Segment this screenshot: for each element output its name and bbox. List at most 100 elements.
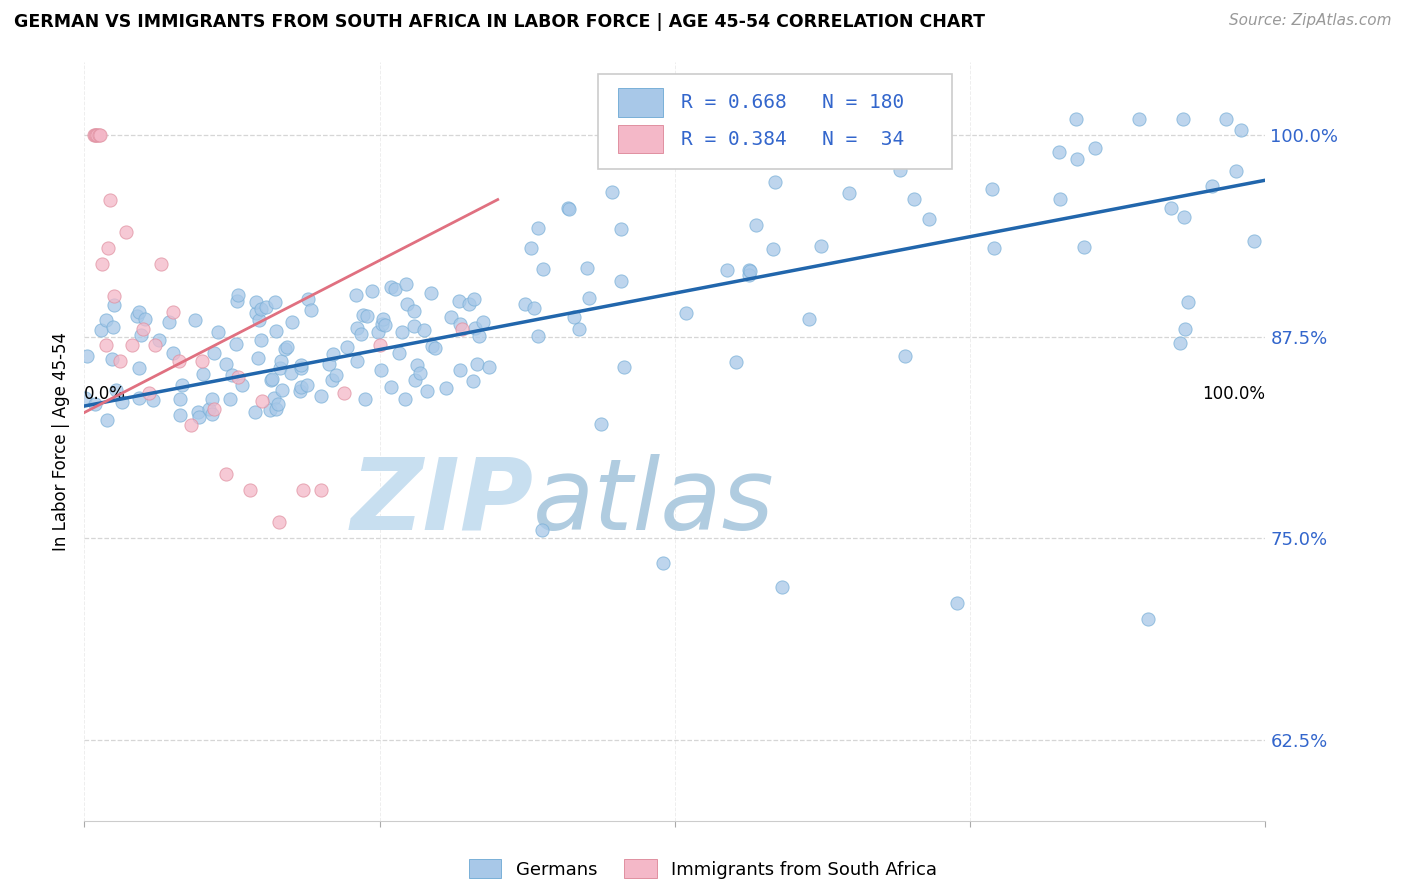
Point xyxy=(91,257,114,271)
Point xyxy=(150,257,173,271)
Point xyxy=(1066,152,1088,166)
Point xyxy=(142,393,165,408)
Point xyxy=(254,301,277,315)
Point xyxy=(368,337,391,351)
Point xyxy=(404,373,426,387)
Point xyxy=(187,405,209,419)
Point xyxy=(260,372,283,386)
Point xyxy=(270,383,292,397)
Text: Source: ZipAtlas.com: Source: ZipAtlas.com xyxy=(1229,13,1392,29)
Point xyxy=(202,402,225,417)
Point xyxy=(101,320,124,334)
Point xyxy=(1215,112,1237,126)
Point xyxy=(893,350,915,364)
Point xyxy=(738,263,761,277)
Text: GERMAN VS IMMIGRANTS FROM SOUTH AFRICA IN LABOR FORCE | AGE 45-54 CORRELATION CH: GERMAN VS IMMIGRANTS FROM SOUTH AFRICA I… xyxy=(14,13,986,31)
Point xyxy=(461,374,484,388)
Point xyxy=(83,397,105,411)
Point xyxy=(83,128,105,142)
Point xyxy=(96,313,118,327)
Text: 100.0%: 100.0% xyxy=(1202,384,1265,402)
Point xyxy=(914,112,936,126)
Point xyxy=(1177,295,1199,310)
Point xyxy=(269,515,291,529)
Point xyxy=(356,309,378,323)
Point xyxy=(350,327,373,342)
Point xyxy=(322,347,344,361)
Point xyxy=(114,225,136,239)
Point xyxy=(346,353,368,368)
Point xyxy=(103,289,125,303)
Point xyxy=(157,315,180,329)
Point xyxy=(129,327,152,342)
Point xyxy=(121,337,143,351)
Point xyxy=(1173,211,1195,225)
Point xyxy=(651,556,673,570)
FancyBboxPatch shape xyxy=(619,88,664,117)
Point xyxy=(318,357,340,371)
Point xyxy=(231,378,253,392)
Point xyxy=(96,413,118,427)
Point xyxy=(239,483,262,497)
Point xyxy=(797,311,820,326)
Point xyxy=(361,285,384,299)
Point xyxy=(134,312,156,326)
Point xyxy=(513,297,536,311)
Point xyxy=(740,264,762,278)
Point xyxy=(1160,201,1182,215)
Point xyxy=(1243,235,1265,249)
Point xyxy=(202,346,225,360)
Point xyxy=(297,292,319,306)
Point xyxy=(226,370,249,384)
Point xyxy=(373,311,395,326)
Point xyxy=(578,291,600,305)
Point xyxy=(1136,612,1159,626)
Point xyxy=(295,378,318,392)
Point xyxy=(394,392,416,406)
Point xyxy=(97,241,120,255)
Point xyxy=(290,380,312,394)
Point xyxy=(169,392,191,406)
Point xyxy=(263,391,285,405)
Point xyxy=(1174,321,1197,335)
Point xyxy=(391,325,413,339)
Point xyxy=(478,359,501,374)
Point xyxy=(562,310,585,324)
Point xyxy=(520,241,543,255)
Point xyxy=(100,352,122,367)
Point xyxy=(918,212,941,227)
Point xyxy=(1047,145,1070,160)
Point xyxy=(299,302,322,317)
Point xyxy=(610,222,633,236)
Point xyxy=(325,368,347,382)
Point xyxy=(167,354,190,368)
Point xyxy=(472,315,495,329)
Point xyxy=(84,128,107,142)
Point xyxy=(838,186,860,201)
Point xyxy=(600,185,623,199)
Point xyxy=(1128,112,1150,126)
Point xyxy=(1064,112,1087,126)
Point xyxy=(716,263,738,277)
Point xyxy=(558,202,581,217)
Point xyxy=(451,321,474,335)
Point xyxy=(280,315,302,329)
Point xyxy=(1201,178,1223,193)
Point xyxy=(247,351,270,365)
Point xyxy=(458,297,481,311)
Point xyxy=(94,337,117,351)
Point xyxy=(463,292,485,306)
Point xyxy=(98,193,121,207)
Point xyxy=(169,408,191,422)
Point xyxy=(738,268,761,282)
Point xyxy=(557,201,579,215)
Point xyxy=(384,282,406,296)
Point xyxy=(309,483,332,497)
Point xyxy=(221,368,243,383)
Point xyxy=(321,373,343,387)
Point xyxy=(274,342,297,356)
Point xyxy=(128,304,150,318)
Point xyxy=(675,306,697,320)
Point xyxy=(533,261,555,276)
Point xyxy=(419,286,441,301)
